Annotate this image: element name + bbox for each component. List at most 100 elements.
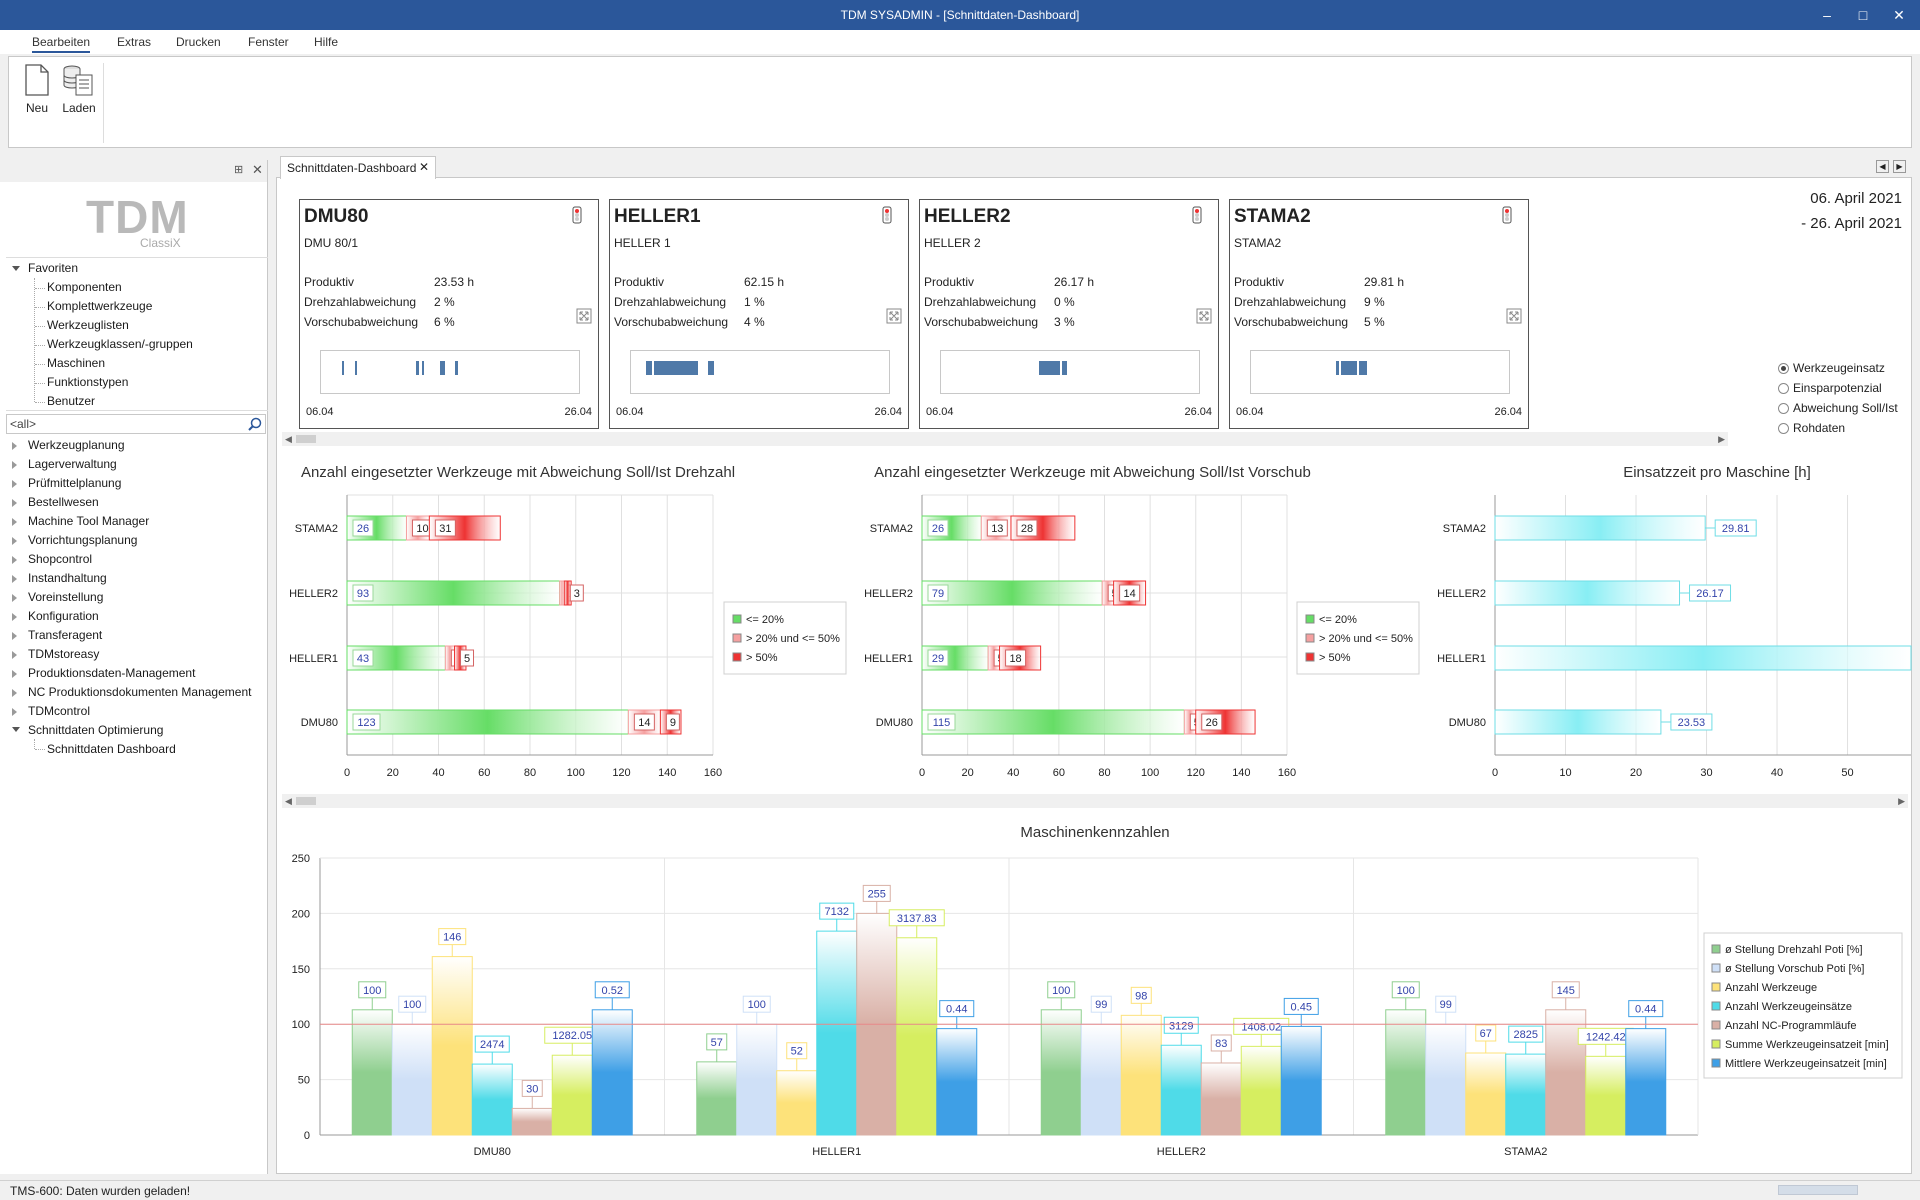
tree-item-tdmcontrol[interactable]: TDMcontrol: [28, 704, 91, 718]
expand-icon[interactable]: [886, 308, 902, 324]
new-document-icon: [25, 64, 49, 96]
close-panel-icon[interactable]: ✕: [252, 162, 263, 177]
menu-hilfe[interactable]: Hilfe: [314, 35, 339, 49]
tab-schnittdaten-dashboard[interactable]: Schnittdaten-Dashboard ✕: [280, 156, 436, 179]
tree-item-konfiguration[interactable]: Konfiguration: [28, 609, 99, 623]
tree-item-werkzeugplanung[interactable]: Werkzeugplanung: [28, 438, 125, 452]
radio-circle-icon[interactable]: [1778, 403, 1789, 414]
usage-block: [708, 361, 714, 375]
logo-subtext: ClassiX: [140, 236, 181, 250]
expand-triangle-icon[interactable]: [12, 689, 17, 697]
expand-triangle-icon[interactable]: [12, 670, 17, 678]
tree-item-komplettwerkzeuge[interactable]: Komplettwerkzeuge: [47, 299, 153, 313]
tree-item-tdmstoreasy[interactable]: TDMstoreasy: [28, 647, 100, 661]
status-bar: TMS-600: Daten wurden geladen!: [0, 1180, 1920, 1200]
machine-card-heller1[interactable]: HELLER1 HELLER 1 Produktiv 62.15 h Drehzahla…: [609, 199, 909, 429]
traffic-light-icon[interactable]: [1502, 206, 1512, 224]
tree-item-favoriten[interactable]: Favoriten: [28, 261, 79, 275]
new-button[interactable]: Neu: [15, 63, 59, 127]
favorites-divider: [6, 410, 268, 411]
tree-item-produktionsdaten-management[interactable]: Produktionsdaten-Management: [28, 666, 196, 680]
maximize-button[interactable]: □: [1858, 7, 1868, 23]
traffic-light-icon[interactable]: [1192, 206, 1202, 224]
close-tab-icon[interactable]: ✕: [418, 160, 429, 174]
expand-triangle-icon[interactable]: [12, 556, 17, 564]
tree-item-voreinstellung[interactable]: Voreinstellung: [28, 590, 104, 604]
traffic-light-icon[interactable]: [572, 206, 582, 224]
tree-item-instandhaltung[interactable]: Instandhaltung: [28, 571, 107, 585]
tree-item-werkzeugklassen-gruppen[interactable]: Werkzeugklassen/-gruppen: [47, 337, 193, 351]
tree-item-bestellwesen[interactable]: Bestellwesen: [28, 495, 99, 509]
expand-icon[interactable]: [1196, 308, 1212, 324]
ribbon-divider: [103, 63, 104, 143]
radio-circle-icon[interactable]: [1778, 423, 1789, 434]
search-icon[interactable]: [248, 417, 262, 431]
logo-divider: [6, 257, 268, 258]
menu-extras[interactable]: Extras: [117, 35, 152, 49]
window-title: TDM SYSADMIN - [Schnittdaten-Dashboard]: [840, 8, 1080, 22]
drehzahl-value: 2 %: [434, 295, 455, 309]
tree-item-transferagent[interactable]: Transferagent: [28, 628, 103, 642]
usage-block: [1359, 361, 1368, 375]
load-button[interactable]: Laden: [57, 63, 101, 127]
expand-triangle-icon[interactable]: [12, 499, 17, 507]
usage-block: [1049, 361, 1060, 375]
expand-triangle-icon[interactable]: [12, 518, 17, 526]
expand-triangle-icon[interactable]: [12, 537, 17, 545]
radio-abweichung-soll-ist[interactable]: Abweichung Soll/Ist: [1778, 401, 1898, 415]
menu-fenster[interactable]: Fenster: [248, 35, 289, 49]
expand-triangle-icon[interactable]: [12, 613, 17, 621]
usage-block: [682, 361, 699, 375]
charts-scrollbar[interactable]: ◀ ▶: [282, 794, 1908, 808]
expand-triangle-icon[interactable]: [12, 480, 17, 488]
expand-icon[interactable]: [1506, 308, 1522, 324]
tree-item-shopcontrol[interactable]: Shopcontrol: [28, 552, 93, 566]
radio-einsparpotenzial[interactable]: Einsparpotenzial: [1778, 381, 1882, 395]
radio-werkzeugeinsatz[interactable]: Werkzeugeinsatz: [1778, 361, 1885, 375]
radio-circle-icon[interactable]: [1778, 383, 1789, 394]
tree-item-machine-tool-manager[interactable]: Machine Tool Manager: [28, 514, 150, 528]
filter-input[interactable]: <all>: [6, 414, 266, 434]
tree-item-lagerverwaltung[interactable]: Lagerverwaltung: [28, 457, 117, 471]
usage-block: [1349, 361, 1357, 375]
traffic-light-icon[interactable]: [882, 206, 892, 224]
expand-triangle-icon[interactable]: [12, 461, 17, 469]
tree-item-schnittdaten-dashboard[interactable]: Schnittdaten Dashboard: [47, 742, 176, 756]
radio-circle-icon[interactable]: [1778, 363, 1789, 374]
expand-triangle-icon[interactable]: [12, 651, 17, 659]
tree-item-benutzer[interactable]: Benutzer: [47, 394, 96, 408]
tree-item-pr-fmittelplanung[interactable]: Prüfmittelplanung: [28, 476, 122, 490]
expand-triangle-icon[interactable]: [12, 266, 20, 271]
menu-bearbeiten[interactable]: Bearbeiten: [32, 35, 91, 53]
menu-drucken[interactable]: Drucken: [176, 35, 221, 49]
expand-triangle-icon[interactable]: [12, 632, 17, 640]
tree-item-vorrichtungsplanung[interactable]: Vorrichtungsplanung: [28, 533, 138, 547]
tab-scroll-left-icon[interactable]: ◀: [1876, 160, 1889, 173]
machine-card-stama2[interactable]: STAMA2 STAMA2 Produktiv 29.81 h Drehzahlabwe…: [1229, 199, 1529, 429]
expand-triangle-icon[interactable]: [12, 442, 17, 450]
expand-triangle-icon[interactable]: [12, 594, 17, 602]
timeline-start: 06.04: [306, 406, 334, 418]
tree-item-schnittdaten-optimierung[interactable]: Schnittdaten Optimierung: [28, 723, 164, 737]
minimize-button[interactable]: –: [1823, 7, 1831, 23]
timeline-end: 26.04: [874, 406, 902, 418]
pin-icon[interactable]: ⊞: [234, 164, 244, 176]
tree-item-nc-produktionsdokumenten-management[interactable]: NC Produktionsdokumenten Management: [28, 685, 252, 699]
usage-block: [1341, 361, 1350, 375]
close-window-button[interactable]: ✕: [1893, 7, 1905, 23]
timeline-end: 26.04: [564, 406, 592, 418]
tree-item-maschinen[interactable]: Maschinen: [47, 356, 106, 370]
expand-icon[interactable]: [576, 308, 592, 324]
collapse-triangle-icon[interactable]: [12, 727, 20, 732]
tab-scroll-right-icon[interactable]: ▶: [1893, 160, 1906, 173]
tree-item-werkzeuglisten[interactable]: Werkzeuglisten: [47, 318, 129, 332]
cards-scrollbar[interactable]: ◀ ▶: [282, 432, 1728, 446]
machine-card-dmu80[interactable]: DMU80 DMU 80/1 Produktiv 23.53 h Drehzahlabw…: [299, 199, 599, 429]
radio-rohdaten[interactable]: Rohdaten: [1778, 421, 1845, 435]
tree-item-komponenten[interactable]: Komponenten: [47, 280, 122, 294]
tree-item-funktionstypen[interactable]: Funktionstypen: [47, 375, 129, 389]
expand-triangle-icon[interactable]: [12, 708, 17, 716]
produktiv-value: 62.15 h: [744, 275, 785, 289]
machine-card-heller2[interactable]: HELLER2 HELLER 2 Produktiv 26.17 h Drehzahla…: [919, 199, 1219, 429]
expand-triangle-icon[interactable]: [12, 575, 17, 583]
